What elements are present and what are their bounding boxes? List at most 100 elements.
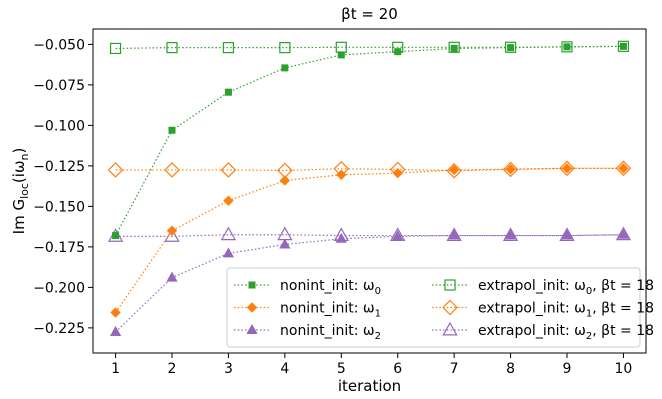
chart-title: βt = 20	[341, 5, 398, 23]
data-point	[505, 163, 516, 175]
data-point	[107, 162, 124, 178]
data-point	[166, 225, 178, 236]
data-point	[279, 238, 291, 249]
x-tick-label: 5	[337, 361, 346, 377]
series-nonint-w2	[109, 228, 630, 336]
data-point	[502, 227, 519, 242]
data-point	[336, 169, 347, 181]
data-point	[279, 175, 291, 186]
legend-marker	[442, 321, 458, 336]
legend-marker	[246, 302, 258, 313]
legend-entry: nonint_init: ω1	[234, 301, 381, 320]
y-tick-label: −0.200	[33, 280, 85, 296]
legend-marker	[442, 299, 458, 316]
legend-entry: extrapol_init: ω1, βt = 18	[432, 299, 654, 320]
data-point	[507, 44, 515, 52]
x-tick-label: 8	[506, 361, 515, 377]
series-layer	[107, 40, 632, 336]
x-tick-label: 10	[615, 361, 633, 377]
y-label-sub: loc	[18, 183, 31, 199]
data-point	[617, 228, 630, 239]
data-point	[619, 42, 627, 50]
data-point	[450, 44, 458, 52]
data-point	[164, 162, 180, 178]
series-line	[115, 167, 624, 313]
data-point	[618, 163, 629, 174]
data-point	[281, 64, 289, 72]
data-point	[335, 232, 347, 243]
series-line	[115, 45, 624, 50]
data-point	[109, 325, 122, 336]
plot-frame	[92, 28, 647, 354]
x-tick-label: 7	[450, 361, 459, 377]
data-point	[448, 229, 460, 240]
data-point	[109, 42, 122, 55]
series-line	[115, 45, 624, 236]
data-point	[110, 307, 121, 318]
legend-marker	[444, 279, 456, 291]
y-tick-label: −0.225	[33, 321, 85, 337]
data-point	[392, 167, 403, 179]
legend-marker	[246, 323, 258, 334]
data-point	[166, 42, 178, 54]
legend-label: nonint_init: ω0	[280, 278, 381, 297]
series-extrapol-w0	[109, 40, 630, 55]
x-tick-label: 4	[280, 361, 289, 377]
data-point	[448, 164, 460, 176]
series-nonint-w1	[110, 163, 629, 318]
data-point	[448, 41, 460, 53]
data-point	[222, 42, 235, 54]
series-extrapol-w2	[107, 226, 632, 242]
data-point	[446, 162, 462, 179]
data-point	[504, 229, 517, 240]
legend-label: extrapol_init: ω1, βt = 18	[478, 301, 654, 320]
data-point	[617, 40, 630, 52]
data-point	[559, 227, 575, 242]
data-point	[220, 162, 237, 178]
y-axis-label: Im Gloc(iωn)	[10, 148, 31, 235]
y-tick-label: −0.100	[33, 118, 85, 134]
legend-entry: extrapol_init: ω2, βt = 18	[432, 321, 654, 342]
legend-marker	[248, 281, 256, 289]
legend: nonint_init: ω0 nonint_init: ω1 nonint_ini…	[226, 267, 654, 348]
data-point	[223, 195, 234, 206]
legend-label: nonint_init: ω1	[280, 301, 381, 320]
y-label-close: )	[10, 148, 28, 154]
legend-entry: nonint_init: ω2	[234, 323, 381, 342]
data-point	[446, 227, 462, 242]
ticks-layer: 1 2 3 4 5 6 7 8 9 10 −0.050 −0.075 −0.100 −0.125 −0.15…	[33, 37, 632, 377]
series-extrapol-w1	[107, 160, 632, 179]
y-tick-label: −0.150	[33, 199, 85, 215]
data-point	[559, 160, 575, 177]
x-tick-label: 6	[393, 361, 402, 377]
y-tick-label: −0.075	[33, 78, 85, 94]
data-point	[168, 126, 176, 134]
series-line	[115, 234, 624, 237]
x-tick-label: 1	[111, 361, 120, 377]
data-point	[112, 232, 120, 240]
data-point	[615, 226, 632, 241]
legend-entry: nonint_init: ω0	[234, 278, 381, 297]
data-point	[224, 88, 232, 96]
legend-label: nonint_init: ω2	[280, 323, 381, 342]
data-point	[392, 230, 404, 241]
data-point	[279, 42, 291, 54]
data-point	[563, 43, 571, 51]
data-point	[222, 247, 235, 258]
series-line	[115, 234, 624, 333]
legend-label: extrapol_init: ω2, βt = 18	[478, 323, 654, 342]
y-tick-label: −0.175	[33, 240, 85, 256]
data-point	[390, 227, 406, 242]
y-label-sub2: n	[18, 153, 31, 160]
x-axis-label: iteration	[338, 377, 401, 395]
data-point	[277, 226, 293, 241]
legend-entry: extrapol_init: ω0, βt = 18	[432, 278, 654, 297]
x-tick-label: 2	[168, 361, 177, 377]
x-tick-label: 9	[563, 361, 572, 377]
y-tick-label: −0.125	[33, 159, 85, 175]
data-point	[561, 229, 573, 240]
legend-items: nonint_init: ω0 nonint_init: ω1 nonint_ini…	[234, 278, 654, 342]
data-point	[615, 160, 632, 177]
y-tick-label: −0.050	[33, 37, 85, 53]
